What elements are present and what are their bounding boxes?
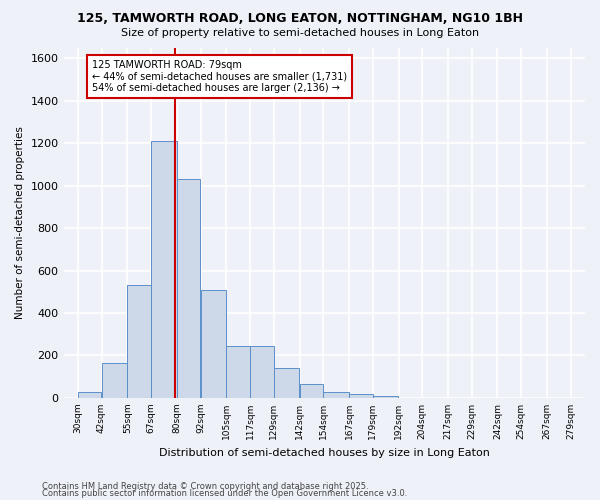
X-axis label: Distribution of semi-detached houses by size in Long Eaton: Distribution of semi-detached houses by …: [159, 448, 490, 458]
Bar: [349, 394, 373, 398]
Bar: [200, 290, 226, 398]
Bar: [373, 396, 398, 398]
Bar: [151, 141, 176, 398]
Text: Size of property relative to semi-detached houses in Long Eaton: Size of property relative to semi-detach…: [121, 28, 479, 38]
Text: 125, TAMWORTH ROAD, LONG EATON, NOTTINGHAM, NG10 1BH: 125, TAMWORTH ROAD, LONG EATON, NOTTINGH…: [77, 12, 523, 26]
Bar: [250, 346, 274, 398]
Bar: [127, 286, 151, 398]
Bar: [78, 392, 101, 398]
Text: 125 TAMWORTH ROAD: 79sqm
← 44% of semi-detached houses are smaller (1,731)
54% o: 125 TAMWORTH ROAD: 79sqm ← 44% of semi-d…: [92, 60, 347, 94]
Bar: [274, 368, 299, 398]
Bar: [299, 384, 323, 398]
Bar: [177, 179, 200, 398]
Y-axis label: Number of semi-detached properties: Number of semi-detached properties: [15, 126, 25, 319]
Bar: [226, 346, 250, 398]
Text: Contains public sector information licensed under the Open Government Licence v3: Contains public sector information licen…: [42, 489, 407, 498]
Bar: [323, 392, 349, 398]
Text: Contains HM Land Registry data © Crown copyright and database right 2025.: Contains HM Land Registry data © Crown c…: [42, 482, 368, 491]
Bar: [101, 363, 127, 398]
